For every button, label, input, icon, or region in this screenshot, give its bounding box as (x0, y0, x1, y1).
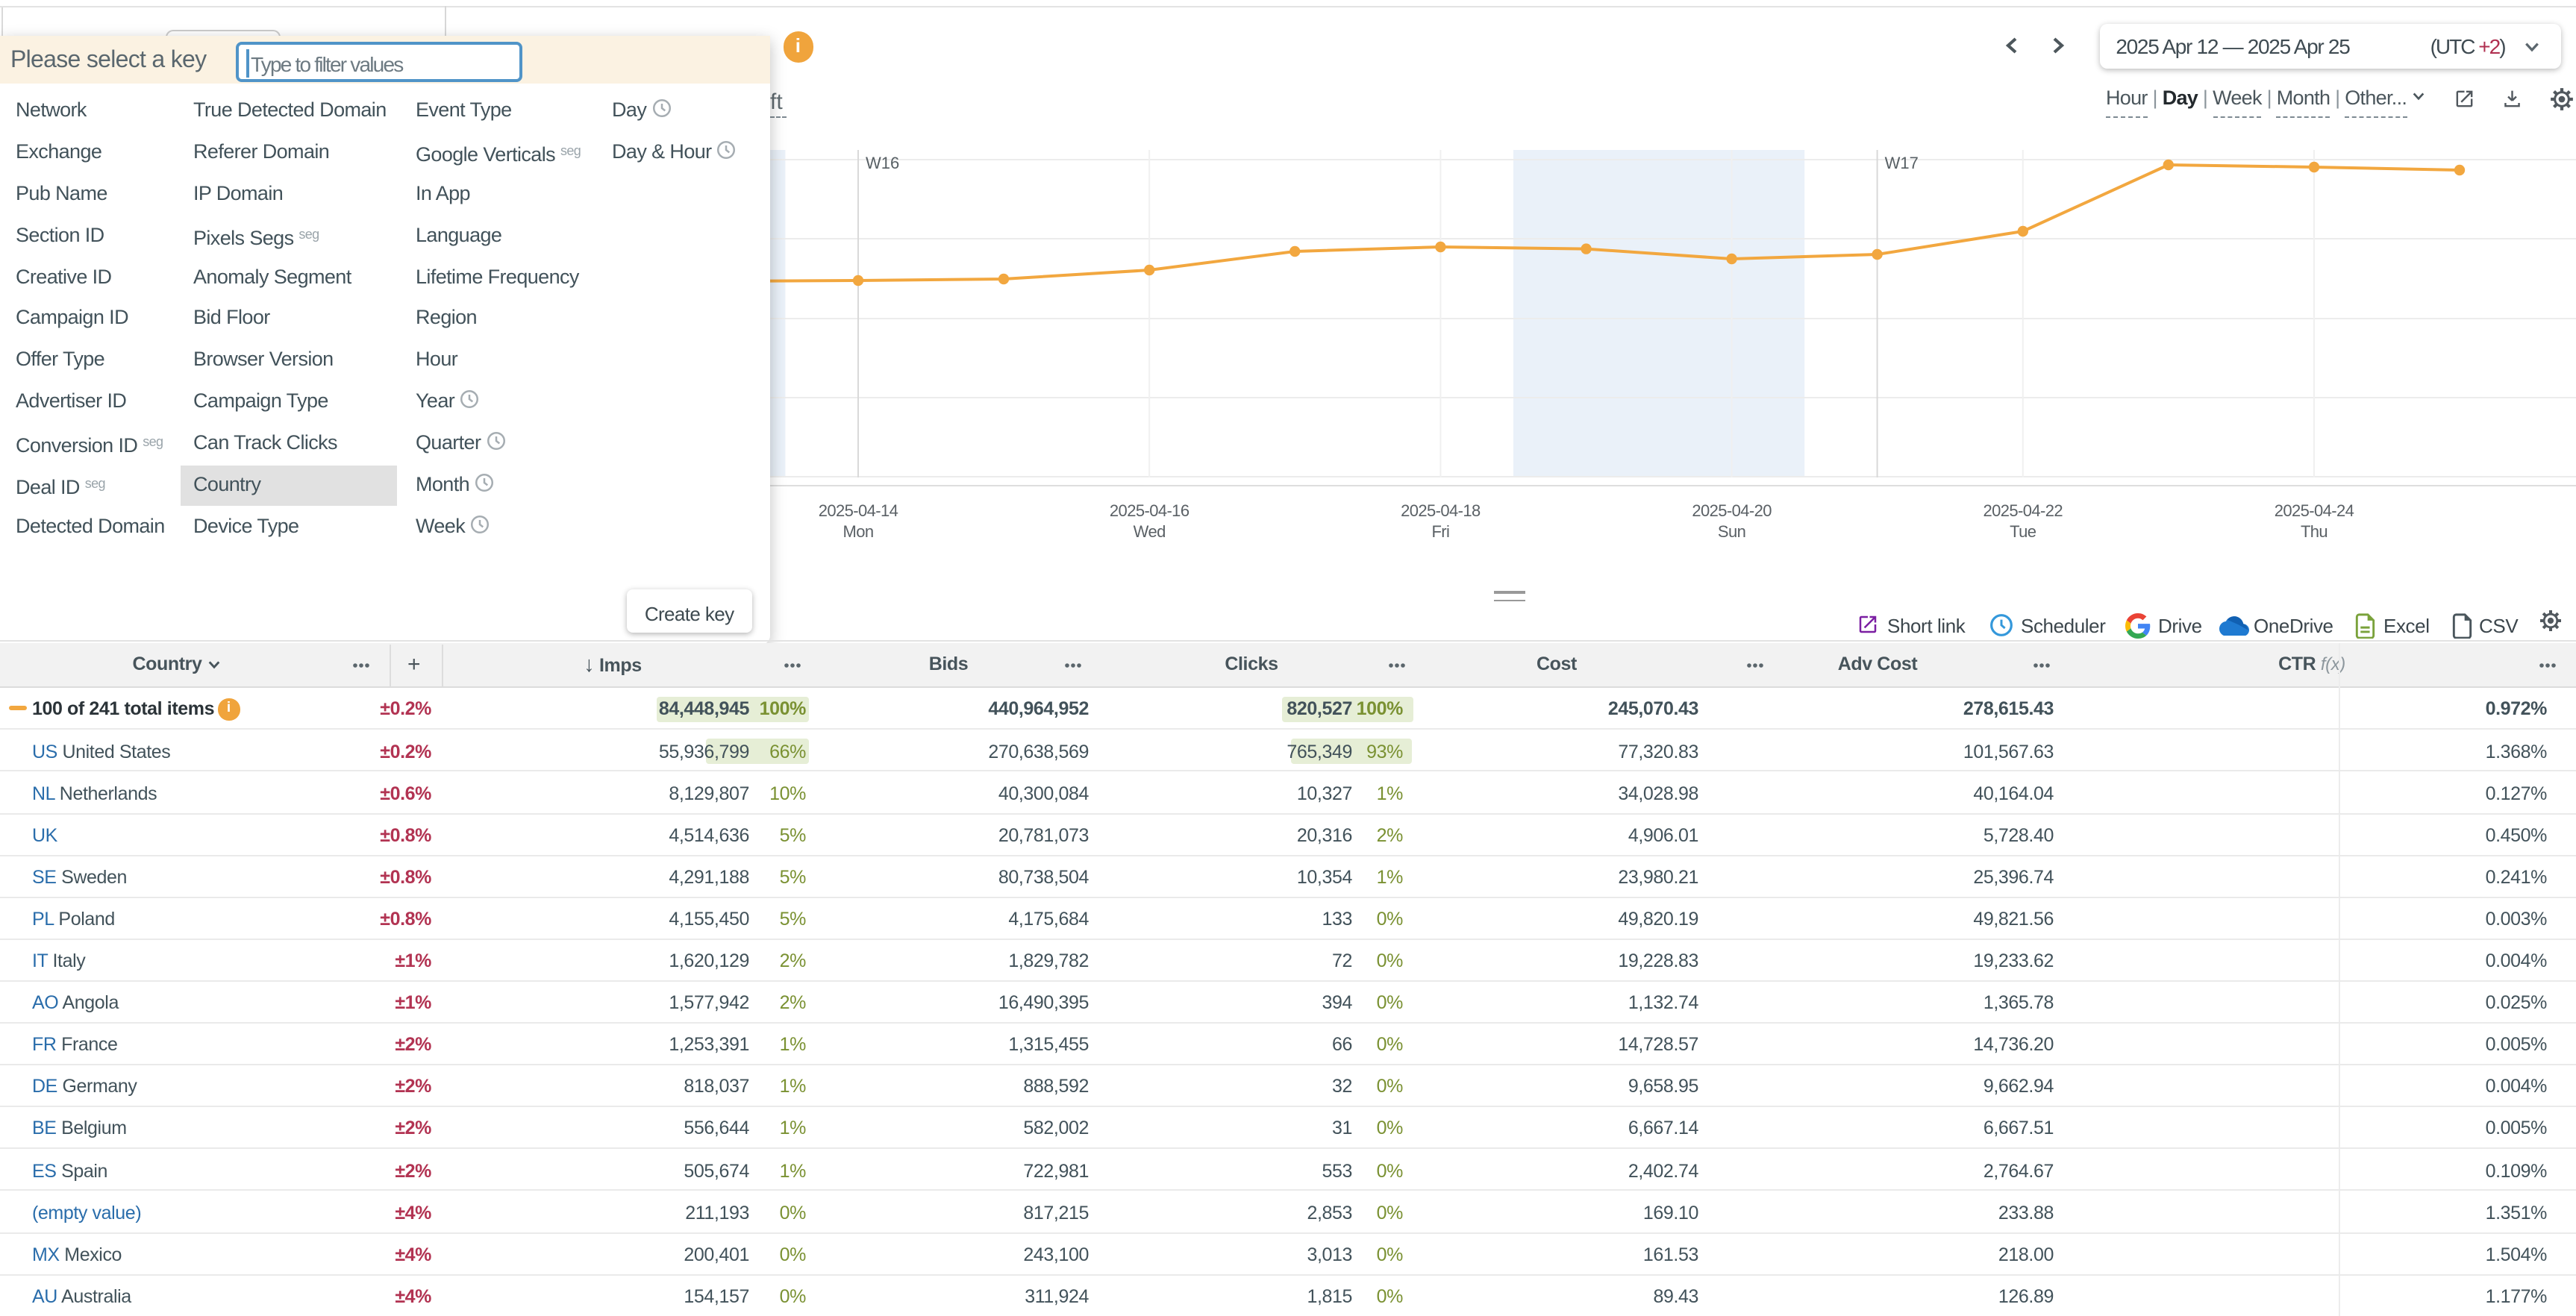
svg-text:Tue: Tue (2010, 522, 2036, 541)
svg-text:2025-04-22: 2025-04-22 (1983, 501, 2063, 520)
svg-text:2025-04-18: 2025-04-18 (1401, 501, 1481, 520)
svg-text:W17: W17 (1885, 154, 1919, 172)
svg-text:Sun: Sun (1718, 522, 1745, 541)
svg-text:Mon: Mon (843, 522, 874, 541)
svg-text:Wed: Wed (1134, 522, 1166, 541)
svg-text:2025-04-20: 2025-04-20 (1692, 501, 1772, 520)
svg-text:2025-04-14: 2025-04-14 (819, 501, 898, 520)
svg-text:2025-04-24: 2025-04-24 (2275, 501, 2354, 520)
svg-text:2025-04-16: 2025-04-16 (1110, 501, 1189, 520)
svg-text:Fri: Fri (1431, 522, 1449, 541)
svg-text:W16: W16 (866, 154, 899, 172)
svg-text:Thu: Thu (2301, 522, 2328, 541)
